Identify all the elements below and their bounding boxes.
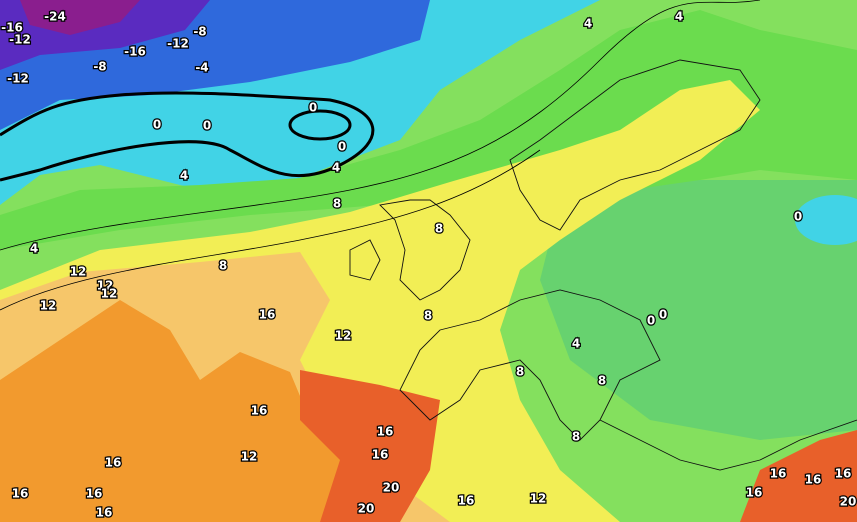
contour-label: 20 [383, 481, 400, 495]
contour-label: 4 [332, 161, 340, 175]
contour-label: 20 [840, 495, 857, 509]
contour-label: 12 [101, 287, 118, 301]
contour-label: 16 [105, 456, 122, 470]
contour-label: 8 [516, 365, 524, 379]
contour-label: -12 [167, 37, 189, 51]
contour-label: 8 [435, 222, 443, 236]
contour-label: 12 [40, 299, 57, 313]
coastline [379, 199, 471, 301]
contour-label: 12 [97, 279, 114, 293]
contour-label: -16 [1, 21, 23, 35]
coastline [509, 59, 761, 231]
isotherm [0, 149, 541, 311]
contour-label: 0 [338, 140, 346, 154]
contour-label: 20 [358, 502, 375, 516]
contour-label: -8 [193, 25, 206, 39]
contour-label: 12 [241, 450, 258, 464]
contour-label: 8 [219, 259, 227, 273]
contour-label: -4 [195, 61, 208, 75]
contour-label: -12 [7, 72, 29, 86]
coastline [399, 289, 661, 441]
contour-label: 16 [746, 486, 763, 500]
contour-label: 0 [647, 314, 655, 328]
contour-label: 8 [572, 430, 580, 444]
contour-label: 16 [770, 467, 787, 481]
freezing-ring [288, 109, 352, 141]
contour-label: 8 [333, 197, 341, 211]
contour-label: 0 [153, 118, 161, 132]
contour-label: 16 [835, 467, 852, 481]
contour-label: 4 [180, 169, 188, 183]
contour-label: 4 [584, 17, 592, 31]
east-field [540, 180, 857, 440]
contour-label: 0 [203, 119, 211, 133]
contour-label: 16 [377, 425, 394, 439]
coastline [349, 239, 381, 281]
contour-label: 16 [86, 487, 103, 501]
contour-label: 16 [96, 506, 113, 520]
contour-label: 0 [659, 308, 667, 322]
isotherm [0, 0, 761, 251]
coastline [599, 419, 857, 471]
contour-label: 12 [335, 329, 352, 343]
contour-label: 4 [30, 242, 38, 256]
contour-label: 0 [309, 101, 317, 115]
contour-label: 16 [12, 487, 29, 501]
contour-label: 12 [530, 492, 547, 506]
contour-label: -16 [124, 45, 146, 59]
contour-label: 0 [794, 210, 802, 224]
cold-pool [795, 195, 857, 245]
contour-label: -12 [9, 33, 31, 47]
contour-label: 16 [372, 448, 389, 462]
contour-label: 16 [259, 308, 276, 322]
contour-label: 8 [598, 374, 606, 388]
contour-label: 12 [70, 265, 87, 279]
contour-label: 16 [805, 473, 822, 487]
contour-label: 4 [572, 337, 580, 351]
hottest-field-east [740, 430, 857, 522]
freezing-line [0, 91, 375, 182]
contour-label: 16 [458, 494, 475, 508]
hottest-field [300, 370, 440, 522]
contour-label: 16 [251, 404, 268, 418]
contour-label: 4 [675, 10, 683, 24]
extreme-field [20, 0, 140, 35]
hot-field [0, 300, 400, 522]
contour-label: -8 [93, 60, 106, 74]
contour-label: -24 [44, 10, 66, 24]
contour-label: 8 [424, 309, 432, 323]
